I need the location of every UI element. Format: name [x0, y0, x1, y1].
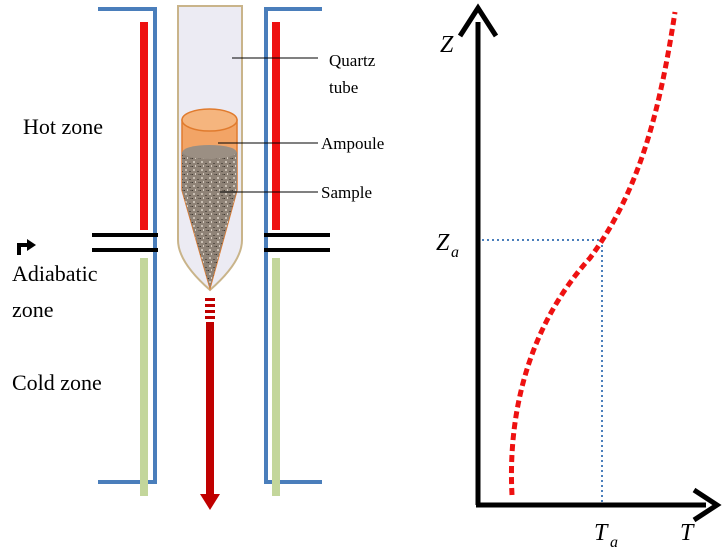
- leader-lines: [218, 57, 318, 193]
- ampoule-label: Ampoule: [321, 134, 384, 153]
- hot-zone-label: Hot zone: [23, 114, 103, 139]
- ta-label-sub: a: [610, 534, 618, 551]
- temperature-profile-curve: [509, 11, 678, 496]
- y-axis-label: Z: [440, 32, 454, 58]
- cold-heater-left: [140, 258, 148, 496]
- temperature-profile-graph: Z T Z a T a: [436, 3, 722, 551]
- quartz-tube-label-line1: Quartz: [329, 51, 376, 70]
- za-label-sub: a: [451, 244, 459, 261]
- y-axis: [457, 3, 499, 505]
- za-label: Z a: [436, 230, 459, 261]
- down-arrow-icon: [200, 298, 220, 510]
- za-label-main: Z: [436, 230, 450, 256]
- za-ta-guides: [482, 239, 603, 502]
- adiabatic-zone-label-line2: zone: [12, 297, 54, 322]
- left-furnace-wall: [98, 7, 157, 484]
- ampoule-top: [181, 108, 238, 132]
- right-furnace-wall: [264, 7, 322, 484]
- cold-heater-right: [272, 258, 280, 496]
- sample-top: [182, 145, 237, 159]
- adiabatic-zone-label-line1: Adiabatic: [12, 261, 98, 286]
- quartz-tube-label-line2: tube: [329, 78, 358, 97]
- cold-zone-label: Cold zone: [12, 370, 102, 395]
- ta-label: T a: [594, 520, 618, 551]
- hot-heater-left: [140, 22, 148, 230]
- sample-label: Sample: [321, 183, 372, 202]
- x-axis-label: T: [680, 520, 695, 546]
- hot-heater-right: [272, 22, 280, 230]
- curved-arrow-icon: [17, 239, 36, 255]
- adiabatic-baffles: [92, 233, 330, 252]
- x-axis: [476, 487, 722, 523]
- ta-label-main: T: [594, 520, 609, 546]
